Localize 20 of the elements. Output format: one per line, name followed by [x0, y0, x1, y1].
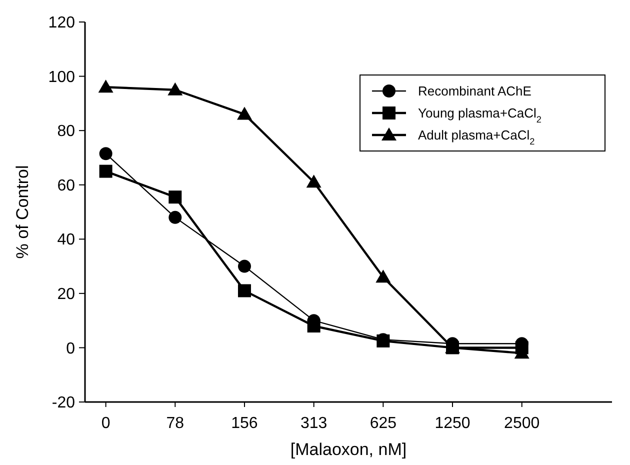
y-tick-label: 80 — [57, 123, 76, 140]
y-tick-label: 60 — [57, 177, 76, 194]
x-tick-label: 1250 — [434, 415, 470, 432]
y-tick-label: -20 — [52, 394, 76, 412]
y-axis-title: % of Control — [13, 165, 32, 259]
x-tick-label: 313 — [300, 415, 328, 432]
y-tick-label: 120 — [48, 14, 76, 32]
x-tick-label: 156 — [231, 415, 258, 432]
y-tick-label: 40 — [57, 232, 76, 249]
x-tick-label: 78 — [166, 415, 184, 432]
x-axis-title: [Malaoxon, nM] — [290, 440, 407, 459]
legend-label: Recombinant AChE — [418, 84, 532, 99]
y-tick-label: 0 — [66, 340, 76, 358]
x-tick-label: 0 — [101, 415, 110, 432]
x-tick-label: 625 — [370, 415, 397, 432]
legend-label: Adult plasma+CaCl$_{2}$ — [418, 128, 535, 147]
y-tick-label: 100 — [48, 68, 76, 86]
x-tick-label: 2500 — [504, 415, 540, 432]
y-tick-label: 20 — [57, 286, 76, 304]
legend-label: Young plasma+CaCl$_{2}$ — [418, 106, 542, 125]
